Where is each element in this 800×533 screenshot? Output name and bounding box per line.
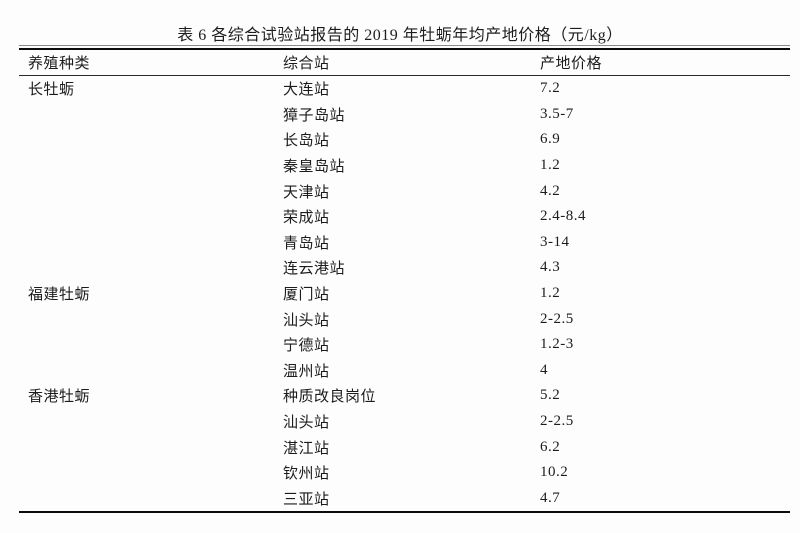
table-row: 汕头站 2-2.5 [19, 409, 790, 435]
cell-station: 厦门站 [283, 287, 330, 304]
cell-price: 4.7 [540, 489, 561, 506]
cell-station: 宁德站 [283, 338, 330, 355]
cell-price: 7.2 [540, 80, 561, 97]
cell-species: 长牡蛎 [28, 82, 75, 99]
cell-price: 2.4-8.4 [540, 208, 586, 225]
table-row: 长岛站 6.9 [19, 127, 790, 153]
cell-species [19, 409, 283, 435]
cell-station: 长岛站 [283, 133, 330, 150]
cell-station: 湛江站 [283, 440, 330, 457]
table-row: 荣成站 2.4-8.4 [19, 204, 790, 230]
table-row: 长牡蛎 大连站 7.2 [19, 76, 790, 102]
table-row: 青岛站 3-14 [19, 230, 790, 256]
cell-price: 1.2 [540, 157, 561, 174]
cell-station: 大连站 [283, 82, 330, 99]
cell-price: 3-14 [540, 233, 570, 250]
cell-species [19, 255, 283, 281]
cell-price: 6.2 [540, 438, 561, 455]
cell-price: 4.3 [540, 259, 561, 276]
cell-species [19, 153, 283, 179]
cell-station: 温州站 [283, 363, 330, 380]
table-row: 湛江站 6.2 [19, 434, 790, 460]
cell-price: 3.5-7 [540, 105, 574, 122]
cell-species [19, 306, 283, 332]
table-row: 三亚站 4.7 [19, 486, 790, 513]
cell-station: 种质改良岗位 [283, 389, 377, 406]
cell-species [19, 486, 283, 513]
cell-species [19, 204, 283, 230]
table-row: 汕头站 2-2.5 [19, 306, 790, 332]
table-row: 连云港站 4.3 [19, 255, 790, 281]
cell-species [19, 178, 283, 204]
table-body: 长牡蛎 大连站 7.2 獐子岛站 3.5-7 长岛站 6.9 秦皇岛站 1.2 … [19, 76, 790, 513]
cell-station: 青岛站 [283, 235, 330, 252]
cell-species [19, 127, 283, 153]
column-header-species: 养殖种类 [19, 49, 283, 76]
oyster-price-table: 养殖种类 综合站 产地价格 长牡蛎 大连站 7.2 獐子岛站 3.5-7 长岛站… [19, 48, 790, 514]
header-row: 养殖种类 综合站 产地价格 [19, 49, 790, 76]
column-header-price: 产地价格 [540, 49, 790, 76]
cell-species: 福建牡蛎 [28, 287, 91, 304]
cell-species [19, 434, 283, 460]
cell-price: 2-2.5 [540, 310, 574, 327]
table-row: 宁德站 1.2-3 [19, 332, 790, 358]
cell-station: 天津站 [283, 184, 330, 201]
cell-station: 连云港站 [283, 261, 346, 278]
table-row: 钦州站 10.2 [19, 460, 790, 486]
column-header-station: 综合站 [283, 49, 540, 76]
cell-species [19, 460, 283, 486]
cell-station: 钦州站 [283, 466, 330, 483]
cell-station: 秦皇岛站 [283, 159, 346, 176]
table-row: 獐子岛站 3.5-7 [19, 102, 790, 128]
cell-price: 1.2 [540, 285, 561, 302]
cell-station: 汕头站 [283, 415, 330, 432]
cell-station: 三亚站 [283, 491, 330, 508]
cell-station: 獐子岛站 [283, 107, 346, 124]
cell-species [19, 358, 283, 384]
cell-price: 5.2 [540, 387, 561, 404]
table-row: 天津站 4.2 [19, 178, 790, 204]
cell-species [19, 102, 283, 128]
table-top-thin-rule [19, 45, 790, 46]
cell-price: 2-2.5 [540, 413, 574, 430]
cell-price: 4.2 [540, 182, 561, 199]
table-row: 温州站 4 [19, 358, 790, 384]
cell-species: 香港牡蛎 [28, 389, 91, 406]
cell-price: 4 [540, 361, 548, 378]
cell-station: 荣成站 [283, 210, 330, 227]
cell-price: 6.9 [540, 131, 561, 148]
cell-species [19, 332, 283, 358]
table-row: 福建牡蛎 厦门站 1.2 [19, 281, 790, 307]
table-row: 香港牡蛎 种质改良岗位 5.2 [19, 383, 790, 409]
table-row: 秦皇岛站 1.2 [19, 153, 790, 179]
cell-station: 汕头站 [283, 312, 330, 329]
cell-price: 10.2 [540, 464, 569, 481]
table-title: 表 6 各综合试验站报告的 2019 年牡蛎年均产地价格（元/kg） [177, 27, 623, 44]
cell-price: 1.2-3 [540, 336, 574, 353]
cell-species [19, 230, 283, 256]
